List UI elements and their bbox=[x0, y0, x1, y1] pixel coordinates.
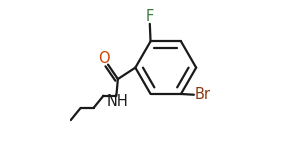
Text: F: F bbox=[146, 9, 154, 24]
Text: Br: Br bbox=[194, 87, 210, 102]
Text: NH: NH bbox=[106, 94, 128, 109]
Text: O: O bbox=[98, 51, 110, 66]
